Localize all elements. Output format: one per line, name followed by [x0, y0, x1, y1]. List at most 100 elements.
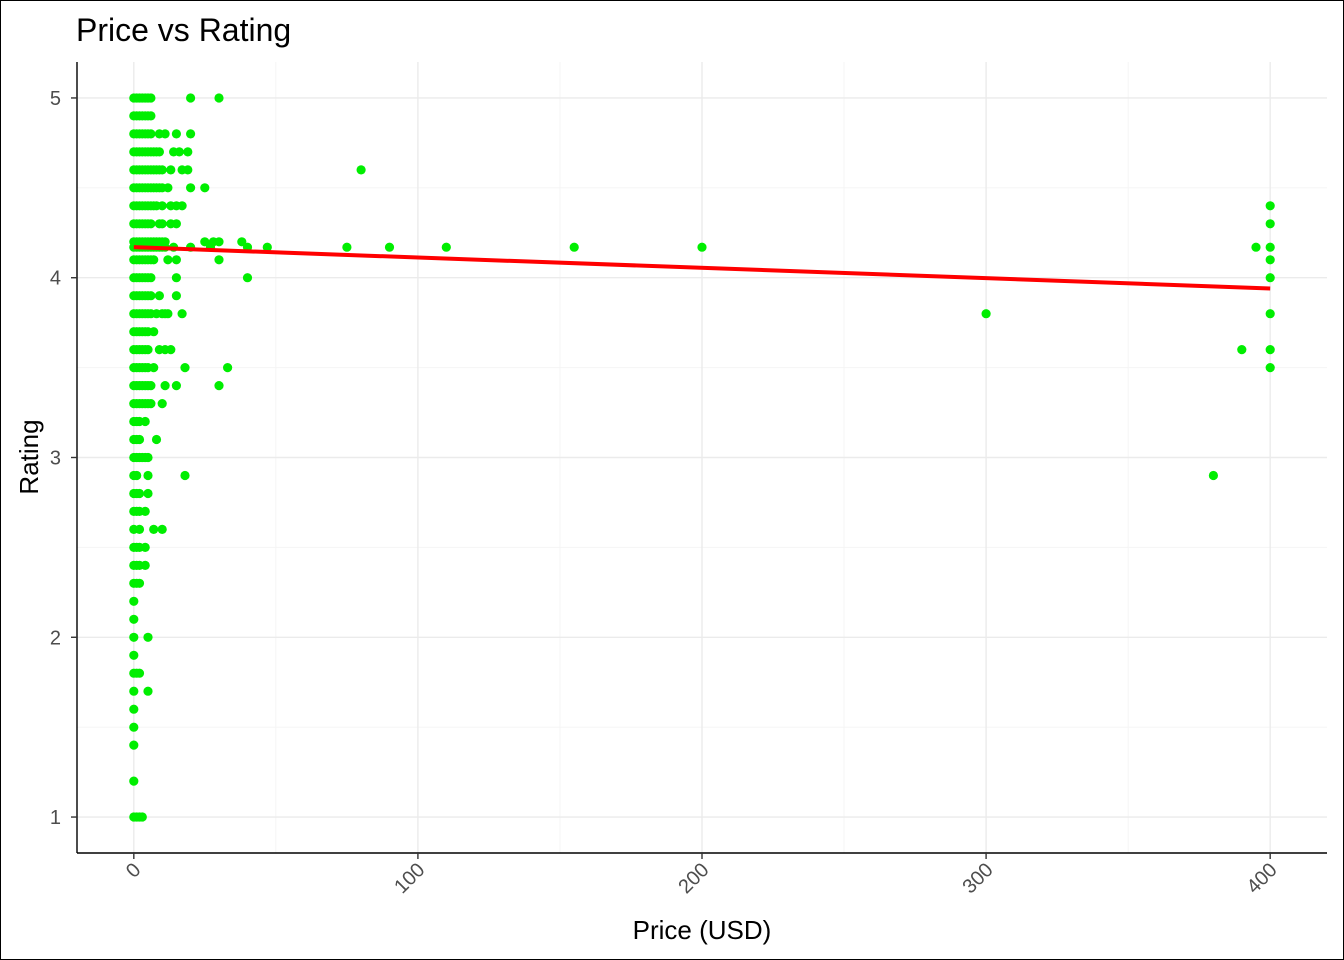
data-point — [223, 363, 233, 373]
data-point — [569, 242, 579, 252]
data-point — [157, 219, 167, 229]
data-point — [214, 93, 224, 103]
data-point — [143, 632, 153, 642]
data-point — [146, 381, 156, 391]
data-point — [1237, 345, 1247, 355]
data-point — [129, 614, 139, 624]
data-point — [200, 183, 210, 193]
data-point — [1265, 345, 1275, 355]
data-point — [140, 416, 150, 427]
x-axis-ticks: 0 100 200 300 400 — [122, 853, 1282, 898]
data-point — [157, 165, 167, 175]
data-point — [384, 242, 395, 252]
data-point — [166, 345, 176, 355]
data-point — [1265, 201, 1275, 211]
x-tick-label: 100 — [390, 859, 429, 898]
data-point — [200, 237, 210, 247]
data-point — [149, 524, 159, 535]
data-point — [146, 129, 156, 139]
data-point — [1265, 273, 1275, 283]
data-point — [163, 183, 173, 193]
y-axis-ticks: 1 2 3 4 5 — [50, 88, 77, 829]
data-point — [1208, 470, 1218, 481]
data-point — [129, 686, 139, 696]
data-point — [146, 273, 156, 283]
data-point — [129, 704, 139, 714]
trend-line — [133, 245, 1271, 291]
data-point — [180, 470, 190, 481]
data-point — [186, 183, 196, 193]
data-point — [163, 309, 173, 319]
data-point — [143, 686, 153, 696]
data-point — [134, 668, 145, 678]
major-gridlines — [77, 62, 1327, 853]
y-tick-label: 5 — [50, 88, 61, 110]
data-point — [160, 129, 170, 139]
data-point — [177, 309, 187, 319]
data-point — [146, 399, 156, 409]
data-point — [140, 560, 150, 571]
data-point — [697, 242, 707, 252]
data-point — [163, 255, 173, 265]
data-point — [140, 542, 150, 553]
data-point — [180, 363, 190, 373]
data-point — [214, 237, 224, 247]
data-point — [134, 524, 145, 535]
data-point — [214, 381, 224, 391]
data-point — [1265, 309, 1275, 319]
data-point — [154, 147, 164, 157]
data-point — [129, 776, 139, 786]
data-point — [129, 740, 139, 750]
y-tick-label: 3 — [50, 448, 61, 470]
data-point — [171, 219, 181, 229]
data-point — [129, 650, 139, 660]
x-tick-label: 300 — [958, 859, 997, 898]
y-tick-label: 4 — [50, 268, 61, 290]
data-point — [157, 524, 167, 535]
data-point — [242, 273, 253, 283]
data-point — [160, 381, 170, 391]
data-point — [143, 345, 153, 355]
x-tick-label: 0 — [122, 859, 145, 882]
data-point — [146, 291, 156, 301]
data-point — [143, 470, 153, 481]
data-point — [1265, 219, 1275, 229]
data-point — [160, 237, 170, 247]
data-point — [171, 273, 181, 283]
data-point — [214, 255, 224, 265]
data-point — [129, 596, 139, 606]
data-point — [342, 242, 352, 252]
data-point — [1265, 242, 1275, 252]
data-point — [134, 488, 145, 499]
data-point — [183, 165, 193, 175]
y-axis-title: Rating — [14, 419, 44, 494]
data-point — [171, 129, 181, 139]
data-point — [1265, 363, 1275, 373]
data-point — [134, 434, 145, 445]
data-point — [137, 812, 147, 822]
data-point — [149, 255, 159, 265]
data-point — [129, 632, 139, 642]
data-point — [134, 578, 145, 588]
chart-title: Price vs Rating — [76, 12, 291, 48]
data-point — [146, 93, 156, 103]
data-point — [1251, 242, 1261, 252]
data-point — [149, 363, 159, 373]
y-tick-label: 2 — [50, 627, 61, 649]
data-point — [356, 165, 366, 175]
data-point — [140, 506, 150, 516]
data-point — [171, 255, 181, 265]
data-point — [143, 452, 153, 463]
data-point — [157, 201, 167, 211]
data-point — [146, 219, 156, 229]
data-point — [146, 111, 156, 121]
data-point — [157, 399, 167, 409]
data-point — [186, 93, 196, 103]
data-point — [262, 242, 272, 252]
data-point — [129, 722, 139, 732]
data-point — [143, 488, 153, 499]
data-point — [1265, 255, 1275, 265]
data-point — [174, 147, 184, 157]
